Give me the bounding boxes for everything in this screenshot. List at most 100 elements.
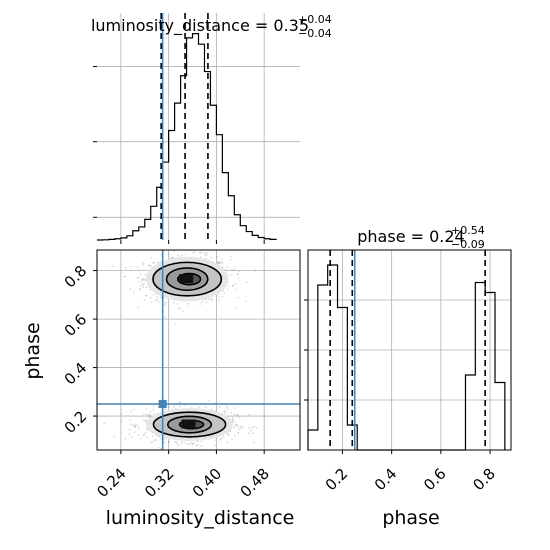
scatter-point bbox=[216, 255, 219, 258]
scatter-point bbox=[135, 423, 138, 426]
scatter-point bbox=[142, 264, 144, 266]
x-axis-label-luminosity-distance: luminosity_distance bbox=[106, 507, 295, 529]
scatter-point bbox=[199, 303, 202, 305]
scatter-point bbox=[192, 443, 194, 446]
scatter-point bbox=[124, 275, 126, 278]
scatter-point bbox=[144, 278, 147, 281]
scatter-point bbox=[179, 307, 182, 310]
x-tick-label: 0.48 bbox=[237, 465, 273, 501]
scatter-point bbox=[226, 288, 229, 291]
scatter-point bbox=[143, 298, 146, 301]
scatter-point bbox=[149, 296, 152, 299]
scatter-point bbox=[151, 441, 154, 443]
scatter-point bbox=[145, 407, 148, 410]
scatter-point bbox=[176, 303, 179, 305]
scatter-point bbox=[198, 406, 200, 408]
scatter-point bbox=[187, 302, 189, 305]
x-tick-label: 0.32 bbox=[141, 465, 177, 501]
scatter-point bbox=[167, 253, 170, 255]
scatter-point bbox=[237, 428, 240, 431]
scatter-point bbox=[130, 266, 132, 268]
scatter-point bbox=[229, 255, 232, 258]
scatter-point bbox=[178, 255, 181, 258]
scatter-point bbox=[145, 413, 148, 416]
scatter-point bbox=[157, 301, 160, 303]
scatter-point bbox=[230, 258, 232, 261]
scatter-point bbox=[236, 273, 239, 275]
scatter-point bbox=[229, 430, 232, 433]
scatter-point bbox=[174, 323, 176, 325]
scatter-point bbox=[139, 273, 142, 276]
scatter-point bbox=[248, 427, 250, 429]
scatter-point bbox=[233, 420, 236, 423]
scatter-point bbox=[145, 294, 147, 297]
scatter-point bbox=[256, 427, 258, 429]
scatter-point bbox=[211, 408, 213, 410]
scatter-point bbox=[134, 426, 137, 428]
scatter-point bbox=[153, 412, 155, 415]
scatter-point bbox=[133, 291, 135, 294]
scatter-point bbox=[141, 282, 144, 284]
scatter-point bbox=[199, 251, 201, 254]
scatter-point bbox=[173, 302, 175, 304]
truth-marker bbox=[158, 399, 167, 408]
scatter-point bbox=[241, 426, 244, 429]
scatter-point bbox=[218, 261, 221, 264]
scatter-point bbox=[228, 433, 230, 435]
scatter-point bbox=[124, 438, 127, 440]
luminosity-distance-title-plus: +0.04 bbox=[298, 13, 332, 26]
scatter-point bbox=[188, 443, 191, 445]
scatter-point bbox=[155, 299, 157, 301]
phase-title-plus: +0.54 bbox=[451, 224, 485, 237]
scatter-point bbox=[145, 294, 148, 297]
scatter-point bbox=[200, 440, 203, 443]
scatter-point bbox=[233, 413, 236, 416]
scatter-point bbox=[137, 266, 139, 268]
scatter-point bbox=[199, 256, 202, 259]
scatter-point bbox=[233, 269, 235, 272]
scatter-point bbox=[170, 256, 172, 259]
scatter-point bbox=[226, 434, 229, 436]
scatter-point bbox=[191, 442, 194, 445]
scatter-point bbox=[133, 408, 135, 411]
scatter-point bbox=[218, 406, 221, 408]
scatter-point bbox=[238, 416, 241, 419]
scatter-point bbox=[193, 442, 195, 444]
scatter-point bbox=[234, 282, 237, 285]
scatter-point bbox=[128, 433, 131, 436]
scatter-point bbox=[133, 431, 136, 433]
scatter-point bbox=[168, 441, 170, 443]
scatter-point bbox=[206, 253, 209, 256]
scatter-point bbox=[200, 445, 202, 447]
scatter-point bbox=[179, 401, 182, 403]
scatter-point bbox=[237, 273, 239, 276]
scatter-point bbox=[132, 424, 135, 426]
scatter-point bbox=[149, 410, 152, 413]
luminosity-distance-histogram-panel bbox=[93, 13, 300, 244]
scatter-point bbox=[211, 298, 213, 300]
scatter-point bbox=[172, 256, 175, 259]
scatter-point bbox=[201, 300, 204, 303]
scatter-point bbox=[197, 444, 199, 446]
scatter-point bbox=[204, 406, 207, 409]
scatter-point bbox=[234, 424, 236, 426]
y-tick-label: 0.8 bbox=[61, 262, 91, 292]
scatter-point bbox=[143, 419, 145, 421]
density-peak bbox=[181, 419, 196, 429]
scatter-point bbox=[140, 437, 142, 440]
scatter-point bbox=[125, 266, 127, 269]
scatter-point bbox=[218, 261, 221, 264]
scatter-point bbox=[185, 253, 187, 255]
y-tick-label: 0.6 bbox=[61, 310, 91, 340]
scatter-point bbox=[186, 443, 189, 445]
phase-title-minus: −0.09 bbox=[451, 238, 485, 251]
scatter-point bbox=[129, 419, 132, 422]
scatter-point bbox=[223, 410, 226, 412]
phase-title: phase = 0.24 bbox=[357, 227, 464, 246]
scatter-point bbox=[179, 405, 182, 408]
scatter-point bbox=[231, 418, 234, 421]
scatter-point bbox=[176, 445, 179, 447]
scatter-point bbox=[150, 256, 152, 259]
scatter-point bbox=[252, 441, 255, 444]
